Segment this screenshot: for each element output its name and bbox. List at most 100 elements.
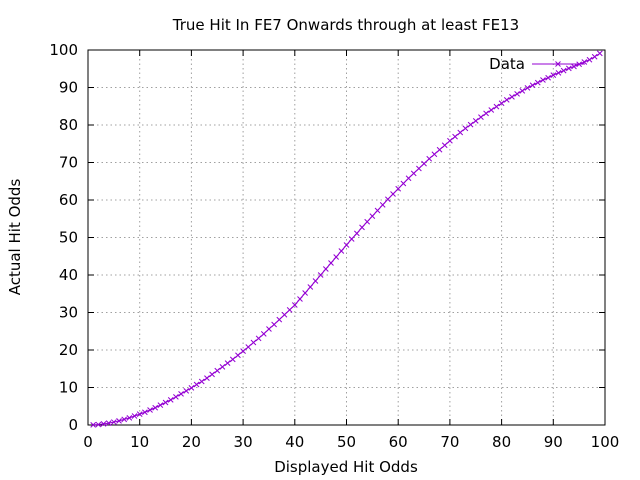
data-point bbox=[385, 196, 391, 203]
data-point bbox=[333, 254, 340, 260]
data-point bbox=[441, 142, 448, 149]
data-point bbox=[286, 307, 293, 313]
data-point bbox=[100, 421, 107, 427]
data-point bbox=[209, 371, 215, 378]
data-point bbox=[147, 407, 153, 413]
x-tick-label: 40 bbox=[285, 433, 304, 451]
legend-marker bbox=[555, 61, 561, 67]
data-point bbox=[514, 91, 520, 97]
data-point bbox=[173, 394, 179, 400]
data-point bbox=[260, 331, 267, 337]
data-point bbox=[255, 335, 262, 342]
data-point bbox=[229, 356, 236, 363]
data-point bbox=[421, 160, 427, 167]
y-axis-label: Actual Hit Odds bbox=[6, 179, 24, 296]
data-point bbox=[90, 422, 97, 428]
data-point bbox=[136, 411, 143, 417]
data-point bbox=[540, 77, 546, 83]
x-tick-label: 30 bbox=[234, 433, 253, 451]
data-point bbox=[162, 399, 169, 406]
data-point bbox=[338, 248, 345, 254]
data-point bbox=[493, 103, 500, 110]
data-point bbox=[586, 56, 593, 63]
data-point bbox=[400, 180, 407, 187]
x-tick-label: 100 bbox=[591, 433, 620, 451]
data-point bbox=[519, 88, 526, 94]
data-point bbox=[95, 421, 102, 428]
data-point bbox=[565, 65, 572, 72]
data-point bbox=[416, 165, 422, 172]
y-tick-label: 20 bbox=[59, 341, 78, 359]
data-point bbox=[457, 129, 464, 136]
data-point bbox=[503, 97, 510, 103]
y-tick-label: 60 bbox=[59, 191, 78, 209]
data-point bbox=[348, 236, 355, 242]
data-point bbox=[410, 170, 417, 177]
data-point bbox=[167, 397, 174, 403]
data-point bbox=[116, 418, 122, 424]
y-tick-label: 90 bbox=[59, 79, 78, 97]
y-tick-label: 30 bbox=[59, 304, 78, 322]
data-point bbox=[529, 82, 536, 89]
data-point bbox=[591, 53, 598, 60]
data-point bbox=[478, 114, 484, 120]
data-point bbox=[276, 316, 283, 323]
data-point bbox=[131, 413, 138, 419]
data-point bbox=[560, 67, 567, 74]
data-point bbox=[266, 326, 272, 332]
data-point bbox=[359, 224, 365, 231]
grid-lines bbox=[88, 50, 605, 425]
data-point bbox=[488, 107, 495, 113]
x-tick-label: 0 bbox=[83, 433, 93, 451]
data-point bbox=[110, 419, 117, 425]
data-point bbox=[152, 404, 159, 411]
data-point bbox=[467, 121, 474, 128]
data-point bbox=[183, 388, 190, 394]
data-point bbox=[198, 378, 205, 385]
data-point bbox=[426, 155, 433, 162]
data-point bbox=[235, 352, 241, 359]
data-point bbox=[431, 151, 438, 158]
data-point bbox=[271, 321, 277, 328]
data-point bbox=[188, 385, 195, 391]
data-point bbox=[250, 339, 257, 346]
data-point bbox=[240, 348, 246, 354]
data-point bbox=[379, 202, 386, 208]
data-point bbox=[405, 175, 412, 182]
data-point bbox=[571, 63, 577, 70]
data-point bbox=[472, 118, 479, 124]
data-point bbox=[545, 74, 551, 81]
axis-ticks: 0 10 20 30 40 50 60 70 80 90 100 0 10 20 30 40 50 60 70 80 9… bbox=[49, 41, 619, 451]
data-point bbox=[550, 72, 557, 78]
y-tick-label: 100 bbox=[49, 41, 78, 59]
data-point bbox=[121, 416, 128, 423]
legend-label: Data bbox=[489, 55, 525, 73]
x-tick-label: 70 bbox=[440, 433, 459, 451]
data-point bbox=[328, 260, 334, 266]
data-point bbox=[312, 278, 319, 284]
data-point bbox=[390, 191, 396, 197]
data-point bbox=[245, 344, 252, 350]
data-point bbox=[483, 110, 489, 117]
data-point bbox=[157, 402, 164, 408]
data-point bbox=[126, 415, 133, 421]
data-point bbox=[524, 85, 531, 91]
legend: Data bbox=[489, 55, 585, 73]
data-point bbox=[596, 50, 603, 57]
data-point bbox=[224, 360, 231, 366]
data-point bbox=[555, 70, 562, 76]
data-point bbox=[178, 391, 184, 397]
data-point bbox=[142, 409, 148, 416]
x-tick-label: 60 bbox=[389, 433, 408, 451]
legend-swatch bbox=[532, 61, 585, 67]
data-point bbox=[343, 242, 350, 248]
y-tick-label: 70 bbox=[59, 154, 78, 172]
data-point bbox=[395, 185, 402, 192]
data-point bbox=[364, 218, 371, 225]
data-point bbox=[452, 133, 458, 140]
data-point bbox=[214, 367, 221, 374]
data-point bbox=[291, 302, 298, 308]
y-tick-label: 10 bbox=[59, 379, 78, 397]
data-point bbox=[369, 213, 376, 219]
